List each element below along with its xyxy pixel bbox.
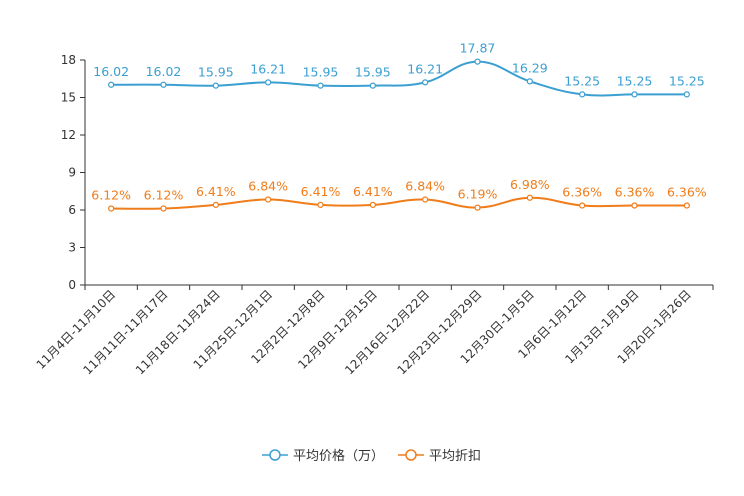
series-1-point bbox=[160, 81, 167, 88]
legend: 平均价格（万） 平均折扣 bbox=[262, 448, 481, 464]
y-tick-label: 6 bbox=[68, 203, 76, 217]
y-tick-label: 15 bbox=[61, 91, 76, 105]
series-2-point bbox=[422, 196, 429, 203]
series-2-point bbox=[579, 202, 586, 209]
legend-marker-icon bbox=[269, 449, 281, 461]
series-1-data-label: 15.95 bbox=[303, 65, 339, 80]
series-2-point bbox=[526, 194, 533, 201]
series-2-data-label: 6.84% bbox=[405, 179, 445, 194]
series-1-data-label: 15.95 bbox=[198, 65, 234, 80]
axes: 036912151811月4日-11月10日11月11日-11月17日11月18… bbox=[34, 53, 714, 377]
series-2-data-label: 6.84% bbox=[248, 179, 288, 194]
series-1-data-label: 16.21 bbox=[250, 61, 286, 76]
series-1-point bbox=[212, 82, 219, 89]
series-2-point bbox=[108, 205, 115, 212]
series-2-point bbox=[317, 201, 324, 208]
y-tick-label: 12 bbox=[61, 128, 76, 142]
series-1-data-label: 15.25 bbox=[617, 73, 653, 88]
series-2-point bbox=[212, 201, 219, 208]
series-2-data-label: 6.41% bbox=[353, 184, 393, 199]
series-1-data-label: 16.21 bbox=[407, 61, 443, 76]
series-2-point bbox=[683, 202, 690, 209]
series-2-data-label: 6.36% bbox=[667, 185, 707, 200]
series-1-point bbox=[265, 79, 272, 86]
series-1-data-label: 15.25 bbox=[564, 73, 600, 88]
y-tick-label: 3 bbox=[68, 241, 76, 255]
series-2-data-label: 6.19% bbox=[458, 187, 498, 202]
legend-item-2: 平均折扣 bbox=[398, 449, 481, 464]
series-1-point bbox=[579, 91, 586, 98]
y-tick-label: 18 bbox=[61, 53, 76, 67]
series-1-point bbox=[369, 82, 376, 89]
series-2-point bbox=[265, 196, 272, 203]
legend-label: 平均折扣 bbox=[429, 449, 481, 464]
series-1-data-label: 17.87 bbox=[460, 41, 496, 56]
series-2-point bbox=[160, 205, 167, 212]
legend-item-1: 平均价格（万） bbox=[262, 448, 384, 464]
series-1-point bbox=[631, 91, 638, 98]
y-tick-label: 0 bbox=[68, 278, 76, 292]
series-1-point bbox=[474, 58, 481, 65]
series-line-1 bbox=[111, 60, 687, 97]
y-tick-label: 9 bbox=[68, 166, 76, 180]
series-1-point bbox=[317, 82, 324, 89]
series-2-data-label: 6.12% bbox=[91, 188, 131, 203]
series-2-data-label: 6.12% bbox=[144, 188, 184, 203]
series-1-point bbox=[683, 91, 690, 98]
series-line-2 bbox=[111, 196, 687, 210]
series-2-point bbox=[369, 201, 376, 208]
series-1-data-label: 16.29 bbox=[512, 60, 548, 75]
series-1-data-label: 16.02 bbox=[93, 64, 129, 79]
series-1-data-label: 15.25 bbox=[669, 73, 705, 88]
legend-label: 平均价格（万） bbox=[293, 448, 384, 464]
legend-marker-icon bbox=[405, 449, 417, 461]
series-2-data-label: 6.41% bbox=[196, 184, 236, 199]
series-1-point bbox=[108, 81, 115, 88]
series-1-point bbox=[422, 79, 429, 86]
series-2-data-label: 6.41% bbox=[301, 184, 341, 199]
series-1-point bbox=[526, 78, 533, 85]
series-2-data-label: 6.36% bbox=[615, 185, 655, 200]
data-labels: 16.02 16.02 15.95 16.21 15.95 15.95 16.21 17.87… bbox=[91, 41, 706, 203]
series-group bbox=[108, 58, 690, 212]
series-1-data-label: 15.95 bbox=[355, 65, 391, 80]
series-2-point bbox=[631, 202, 638, 209]
series-1-data-label: 16.02 bbox=[146, 64, 182, 79]
series-2-point bbox=[474, 204, 481, 211]
series-2-data-label: 6.98% bbox=[510, 177, 550, 192]
series-2-data-label: 6.36% bbox=[562, 185, 602, 200]
